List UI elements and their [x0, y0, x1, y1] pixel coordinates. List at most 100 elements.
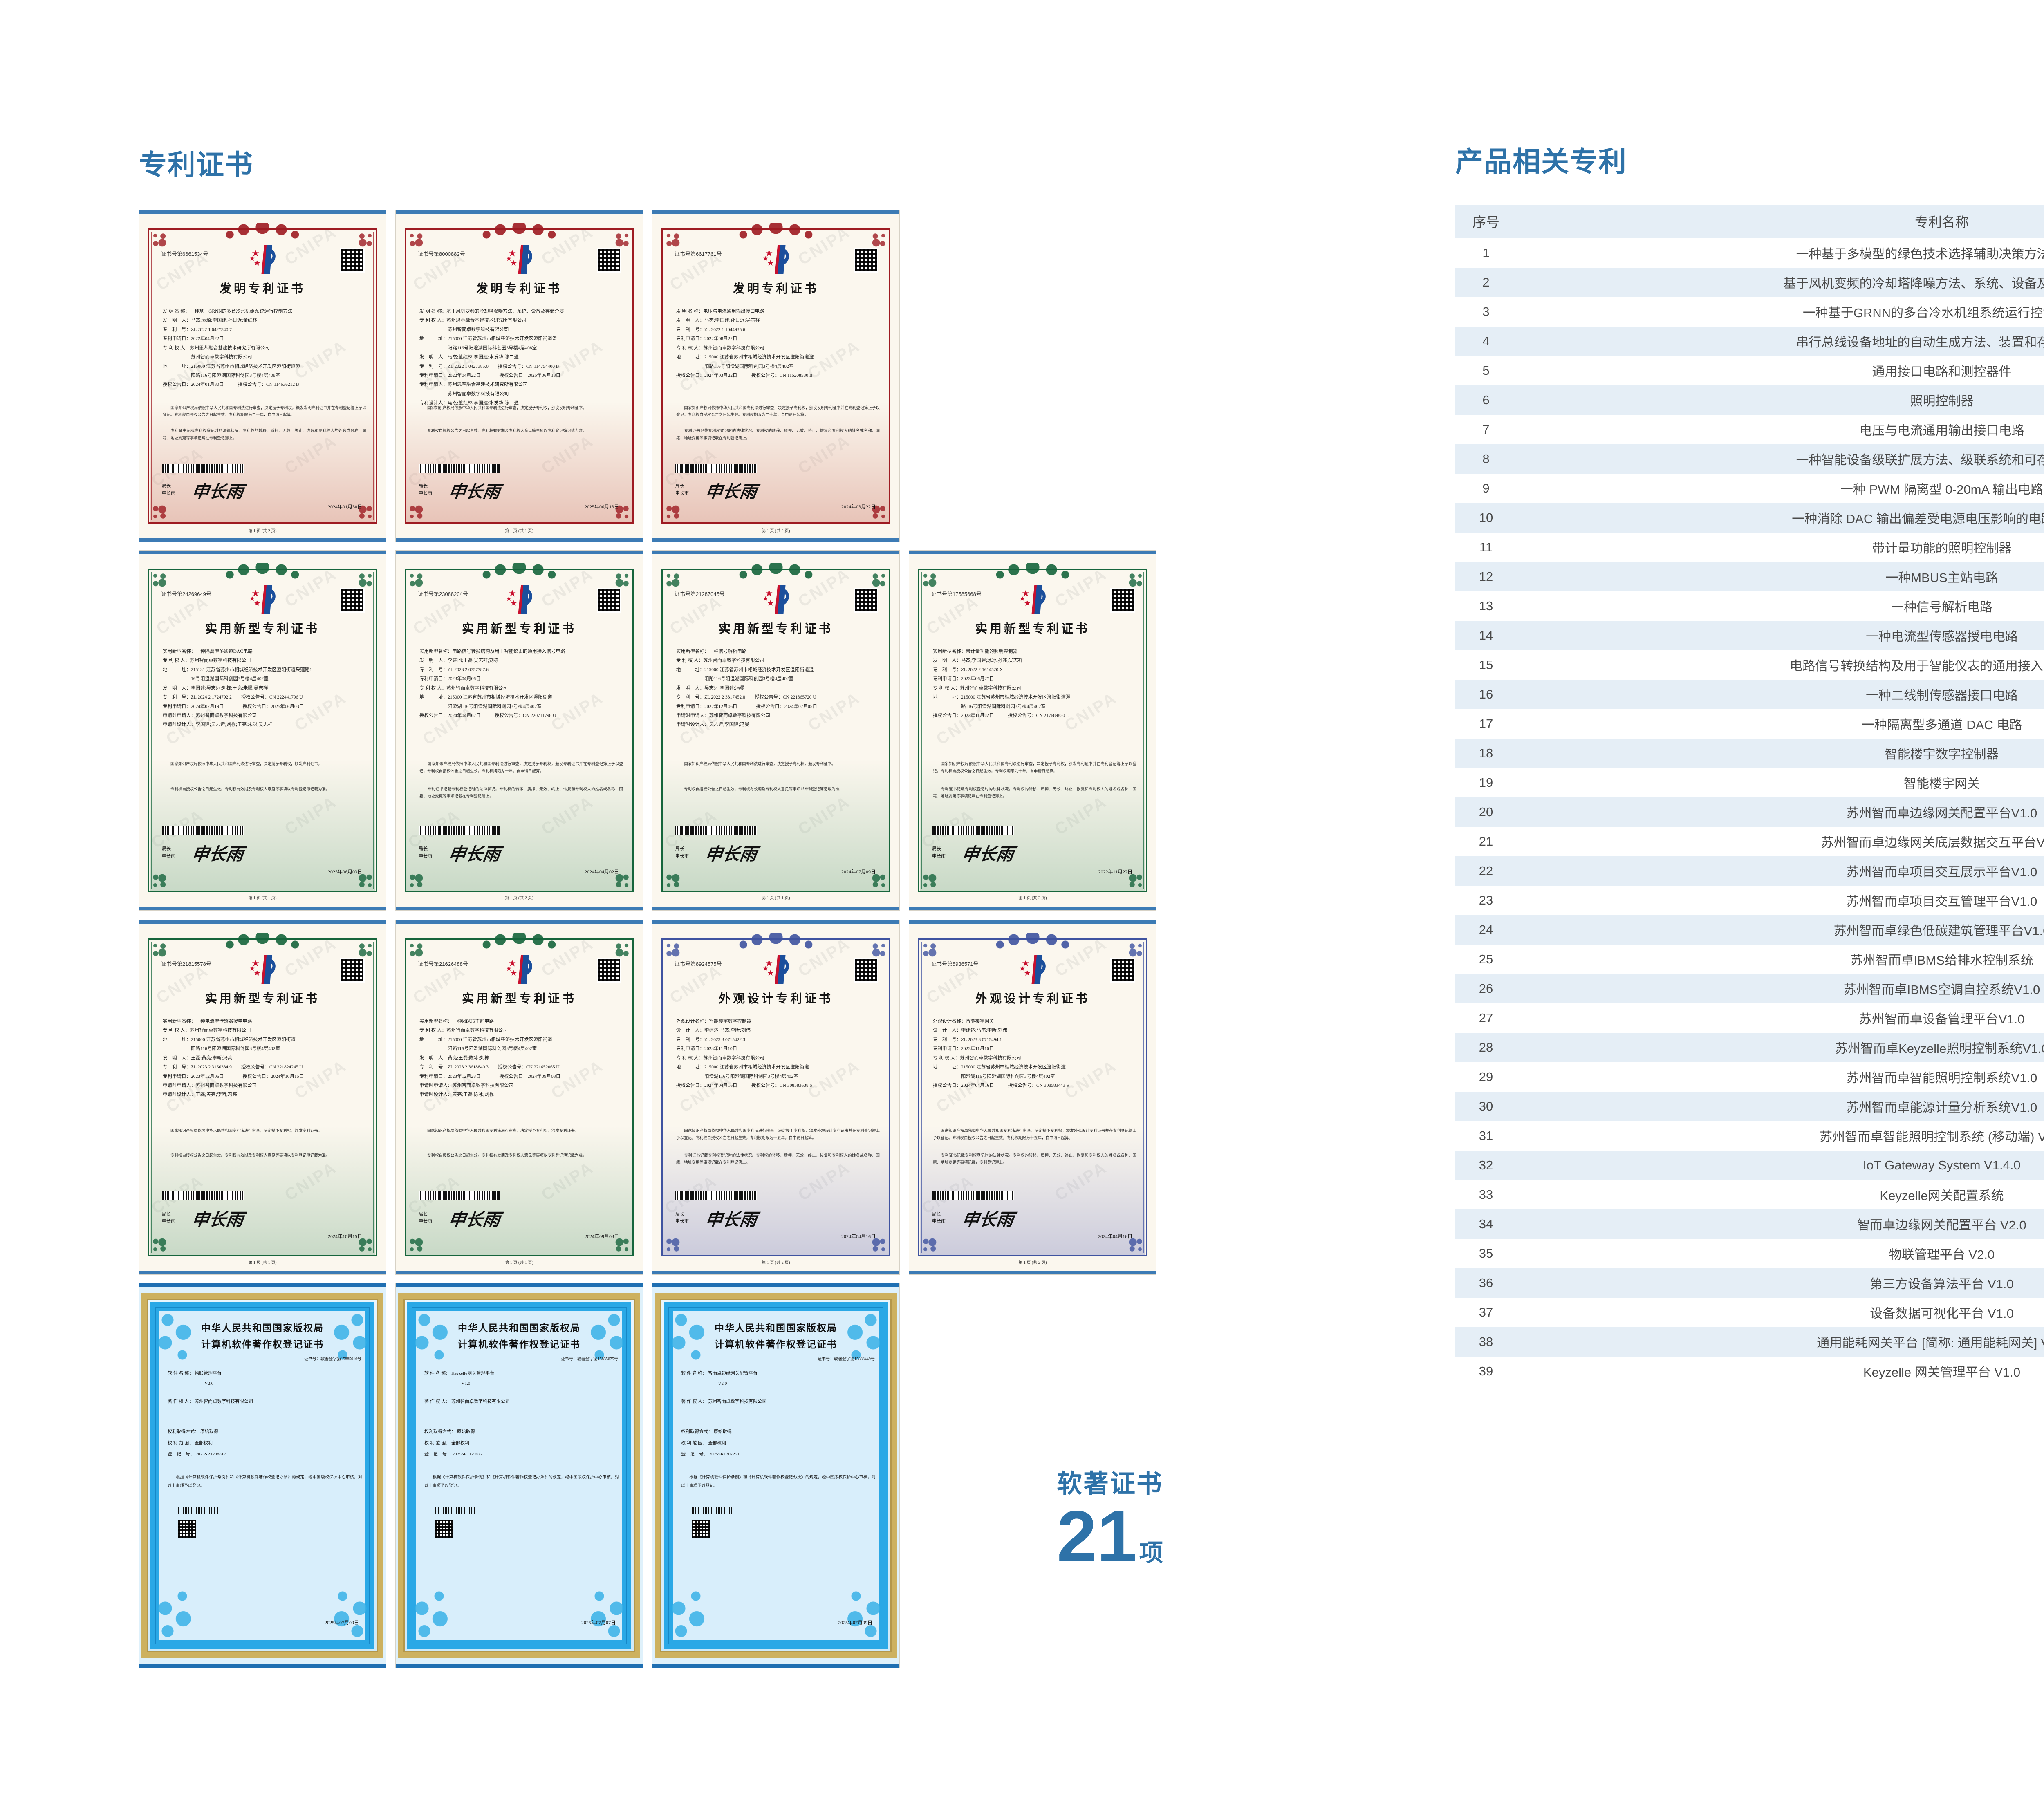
certificate-field: 地 址：215000 江苏省苏州市相城经济技术开发区澄阳街道澄	[163, 364, 300, 369]
table-row[interactable]: 9一种 PWM 隔离型 0-20mA 输出电路发明	[1455, 474, 2044, 503]
software-fields: 软 件 名 称： 物联管理平台 V2.0 著 作 权 人： 苏州智而卓数字科技有限…	[168, 1368, 362, 1407]
barcode-icon	[419, 464, 500, 474]
table-row[interactable]: 12一种MBUS主站电路实用新型	[1455, 562, 2044, 591]
certificate-card[interactable]: CNIPACNIPACNIPACNIPACNIPACNIPA证书号第175856…	[909, 551, 1156, 910]
certificate-field: 申请时设计人：李国建;吴志远;刘栋;王亮;朱聪;吴志祥	[163, 722, 273, 728]
patent-index: 31	[1479, 1128, 1493, 1143]
certificate-field: 阳路116号阳澄湖国际科创园3号楼4层408室	[163, 373, 280, 378]
patent-index: 38	[1479, 1334, 1493, 1349]
patent-index: 8	[1482, 451, 1490, 466]
ornament-corner-icon	[664, 1228, 690, 1254]
certificate-field: 发 明 人：马杰;袁琦;李国建;孙日近;董红林	[163, 318, 258, 323]
issue-date: 2024年01月30日	[327, 504, 362, 510]
certificate-fields: 实用新型名称：电路信号转换结构及用于智能仪表的通用接入信号电路发 明 人：李进地…	[419, 647, 623, 720]
ornament-scroll-icon	[666, 1305, 715, 1366]
certificate-wash	[150, 759, 375, 891]
certificate-card[interactable]: 中华人民共和国国家版权局 计算机软件著作权登记证书 证书号：软著登字第1588344…	[652, 1283, 899, 1668]
certificate-number: 证书号：软著登字第15835675号	[561, 1357, 618, 1361]
ornament-scroll-icon	[153, 1585, 202, 1646]
certificate-card[interactable]: CNIPACNIPACNIPACNIPACNIPACNIPA证书号第892457…	[652, 920, 899, 1274]
certificate-card[interactable]: CNIPACNIPACNIPACNIPACNIPACNIPA证书号第230882…	[396, 551, 643, 910]
certificate-paragraph-1: 国家知识产权局依照中华人民共和国专利法进行审查，决定授予专利权，颁发专利证书。	[676, 762, 836, 767]
table-row[interactable]: 3一种基于GRNN的多台冷水机组系统运行控制方法发明	[1455, 297, 2044, 327]
table-row[interactable]: 14一种电流型传感器授电电路实用新型	[1455, 621, 2044, 650]
patent-index: 22	[1479, 863, 1493, 878]
table-row[interactable]: 15电路信号转换结构及用于智能仪表的通用接入信号电路实用新型	[1455, 650, 2044, 680]
certificate-card[interactable]: CNIPACNIPACNIPACNIPACNIPACNIPA证书号第216264…	[396, 920, 643, 1274]
table-row[interactable]: 1一种基于多模型的绿色技术选择辅助决策方法和系统发明	[1455, 238, 2044, 268]
table-row[interactable]: 18智能楼宇数字控制器外观	[1455, 739, 2044, 768]
table-row[interactable]: 13一种信号解析电路实用新型	[1455, 591, 2044, 621]
registration-number-field: 登 记 号： 2025SR1208817	[168, 1452, 226, 1457]
patent-index: 7	[1482, 422, 1490, 437]
certificate-paragraph-2: 专利权自授权公告之日起生效。专利权有效期及专利权人意见等事项以专利登记簿记载为准…	[163, 787, 330, 792]
certificate-number: 证书号：软著登字第15883449号	[818, 1357, 875, 1361]
barcode-icon	[675, 1191, 757, 1201]
certificate-field: 专 利 权 人：苏州智而卓数字科技有限公司	[419, 1028, 508, 1033]
table-row[interactable]: 33Keyzelle网关配置系统软著	[1455, 1180, 2044, 1209]
certificate-card[interactable]: CNIPACNIPACNIPACNIPACNIPACNIPA证书号第666153…	[139, 210, 386, 542]
certificate-type-title: 外观设计专利证书	[718, 992, 833, 1005]
certificate-card[interactable]: CNIPACNIPACNIPACNIPACNIPACNIPA证书号第800088…	[396, 210, 643, 542]
certificate-field: 专利申请人：苏州思萃融合基建技术研究所有限公司	[419, 382, 528, 387]
patent-name: 苏州智而卓能源计量分析系统V1.0	[1846, 1100, 2037, 1115]
certificate-card[interactable]: CNIPACNIPACNIPACNIPACNIPACNIPA证书号第212870…	[652, 551, 899, 910]
patent-index: 20	[1479, 804, 1493, 819]
certificate-card[interactable]: CNIPACNIPACNIPACNIPACNIPACNIPA证书号第242696…	[139, 551, 386, 910]
certificate-paragraph-1: 国家知识产权局依照中华人民共和国专利法进行审查，决定授予专利权，颁发外观设计专利…	[676, 1129, 880, 1140]
table-row[interactable]: 7电压与电流通用输出接口电路发明	[1455, 415, 2044, 444]
certificate-card[interactable]: CNIPACNIPACNIPACNIPACNIPACNIPA证书号第218155…	[139, 920, 386, 1274]
director-label: 局长 申长雨	[675, 1211, 689, 1224]
certificate-card[interactable]: 中华人民共和国国家版权局 计算机软件著作权登记证书 证书号：软著登字第1583567…	[396, 1283, 643, 1668]
patent-name: 电压与电流通用输出接口电路	[1859, 423, 2024, 438]
table-row[interactable]: 6照明控制器发明	[1455, 385, 2044, 415]
certificate-field: 专 利 权 人：苏州思萃融合基建技术研究所有限公司	[419, 318, 527, 323]
table-row[interactable]: 19智能楼宇网关外观	[1455, 768, 2044, 797]
certificate-field: 地 址：215131 江苏省苏州市相城经济技术开发区澄阳街道采莲路1	[163, 667, 312, 672]
page-of-label: 第 1 页 (共 1 页)	[505, 529, 533, 534]
patent-index: 18	[1479, 746, 1493, 760]
certificate-field: 授权公告日：2022年11月22日 授权公告号：CN 217689820 U	[933, 713, 1070, 718]
table-row[interactable]: 16一种二线制传感器接口电路实用新型	[1455, 680, 2044, 709]
certificate-frame	[405, 223, 634, 524]
rights-fields: 权利取得方式： 原始取得权 利 范 围： 全部权利登 记 号： 2025SR12…	[168, 1426, 362, 1460]
table-row[interactable]: 5通用接口电路和测控器件发明	[1455, 356, 2044, 385]
qr-code-icon	[1110, 588, 1135, 613]
table-row[interactable]: 11带计量功能的照明控制器实用新型	[1455, 533, 2044, 562]
ornament-crest-icon	[476, 563, 562, 580]
table-row[interactable]: 25苏州智而卓IBMS给排水控制系统软著	[1455, 945, 2044, 974]
certificate-card[interactable]: 中华人民共和国国家版权局 计算机软件著作权登记证书 证书号：软著登字第1588501…	[139, 1283, 386, 1668]
certificate-type-title: 外观设计专利证书	[975, 992, 1090, 1005]
certificate-paragraph-2: 专利权自授权公告之日起生效。专利权有效期及专利权人意见等事项以专利登记簿记载为准…	[419, 1153, 587, 1158]
certificate-fields: 实用新型名称：一种信号解析电路专 利 权 人：苏州智而卓数字科技有限公司地 址：…	[676, 647, 880, 730]
patent-name: 照明控制器	[1910, 394, 1974, 408]
certificate-type-title: 实用新型专利证书	[718, 622, 833, 636]
certificate-card[interactable]: CNIPACNIPACNIPACNIPACNIPACNIPA证书号第893657…	[909, 920, 1156, 1274]
certificate-wash	[663, 759, 889, 891]
software-version-field: V2.0	[681, 1381, 727, 1386]
certificate-card[interactable]: CNIPACNIPACNIPACNIPACNIPACNIPA证书号第661776…	[652, 210, 899, 542]
